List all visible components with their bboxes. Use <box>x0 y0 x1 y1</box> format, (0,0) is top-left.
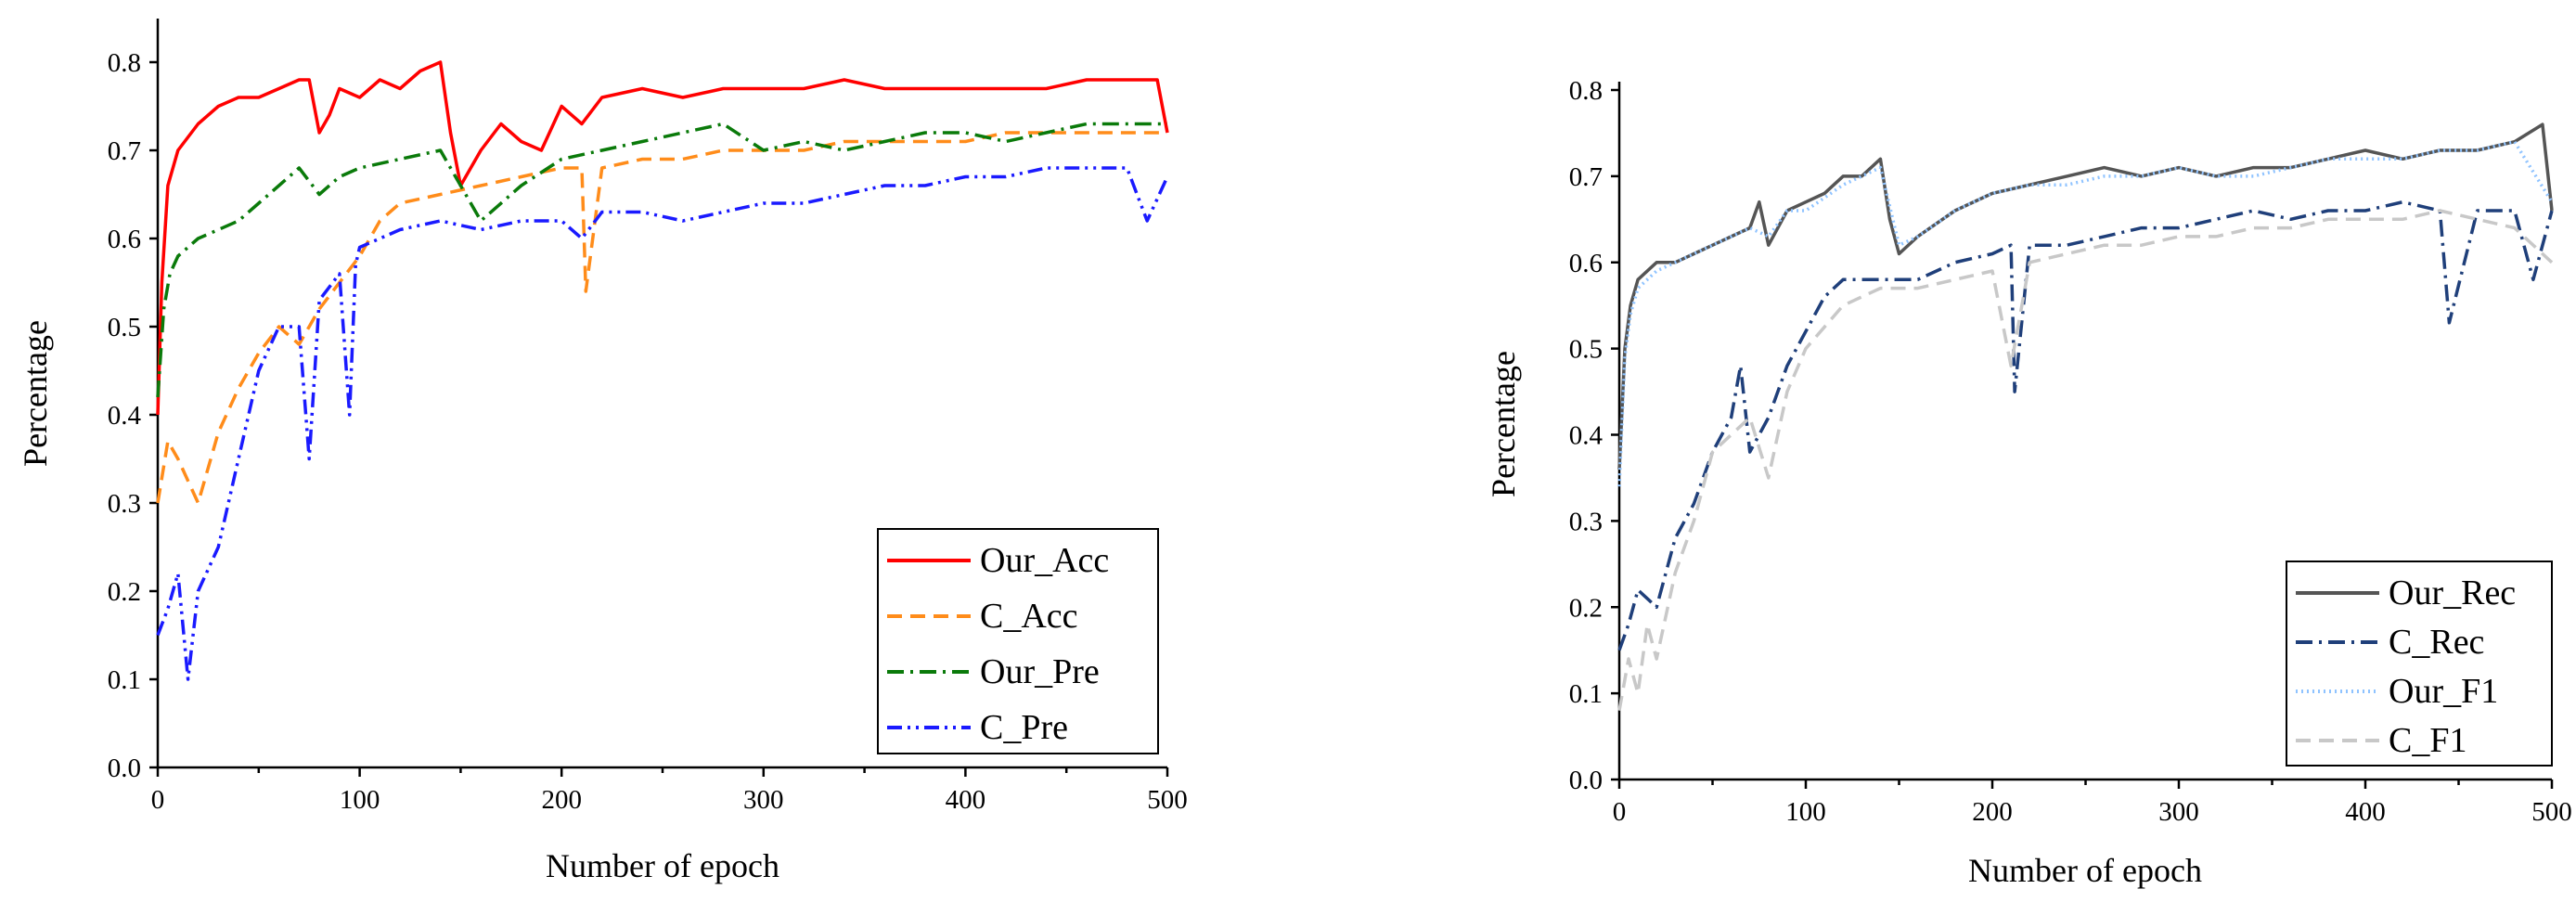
x-tick-label: 0 <box>1613 797 1627 827</box>
legend-box <box>2286 561 2553 767</box>
legend-label-c-rec: C_Rec <box>2389 623 2484 662</box>
x-tick-label: 300 <box>743 785 784 815</box>
y-tick-label: 0.3 <box>108 489 141 519</box>
x-tick-label: 400 <box>2345 797 2386 827</box>
y-tick-label: 0.6 <box>1569 249 1603 278</box>
y-tick-label: 0.8 <box>1569 76 1603 106</box>
y-tick-label: 0.0 <box>108 754 141 783</box>
series-line-c-rec <box>1617 200 2554 651</box>
legend-label-c-acc: C_Acc <box>980 597 1078 636</box>
legend-label-our-rec: Our_Rec <box>2389 573 2516 612</box>
chart-left: 0.0 0.1 0.2 0.3 0.4 0.5 0.6 0.7 0.8 0 100 200 300 400… <box>17 19 1188 884</box>
y-tick-label: 0.4 <box>1569 421 1604 451</box>
x-tick-label: 0 <box>151 785 165 815</box>
x-tick-label: 500 <box>2531 797 2572 827</box>
y-tick-label: 0.2 <box>108 577 141 607</box>
series-line-our-pre <box>156 122 1167 398</box>
legend-box <box>877 528 1159 754</box>
y-tick-label: 0.1 <box>108 665 141 695</box>
chart-right: 0.0 0.1 0.2 0.3 0.4 0.5 0.6 0.7 0.8 0 100 200 300 400… <box>1485 76 2572 889</box>
y-tick-label: 0.6 <box>108 225 141 254</box>
x-tick-label: 200 <box>1972 797 2013 827</box>
series-line-c-f1 <box>1617 209 2554 712</box>
series-line-c-acc <box>156 131 1167 505</box>
y-axis-title: Percentage <box>17 320 54 467</box>
x-tick-label: 500 <box>1147 785 1188 815</box>
series-line-our-f1 <box>1617 139 2554 487</box>
y-tick-label: 0.0 <box>1569 766 1603 795</box>
y-tick-label: 0.4 <box>108 401 142 431</box>
series-line-our-rec <box>1617 122 2554 470</box>
x-axis-title: Number of epoch <box>1968 852 2202 889</box>
x-tick-label: 300 <box>2158 797 2199 827</box>
y-tick-label: 0.3 <box>1569 507 1603 536</box>
legend-label-our-pre: Our_Pre <box>980 652 1100 691</box>
y-tick-label: 0.5 <box>1569 335 1603 365</box>
legend-label-our-f1: Our_F1 <box>2389 672 2498 711</box>
series-line-our-acc <box>156 60 1169 416</box>
y-tick-label: 0.5 <box>108 313 141 342</box>
x-tick-label: 100 <box>340 785 380 815</box>
x-tick-label: 400 <box>946 785 986 815</box>
y-tick-label: 0.7 <box>108 136 141 166</box>
legend-label-c-f1: C_F1 <box>2389 721 2467 760</box>
y-axis-title: Percentage <box>1485 351 1522 497</box>
y-tick-label: 0.2 <box>1569 593 1603 623</box>
series-line-c-pre <box>156 166 1169 681</box>
x-tick-label: 200 <box>541 785 582 815</box>
x-tick-label: 100 <box>1785 797 1826 827</box>
x-axis-title: Number of epoch <box>546 847 779 884</box>
y-tick-label: 0.7 <box>1569 162 1603 192</box>
y-tick-label: 0.1 <box>1569 679 1603 709</box>
y-tick-label: 0.8 <box>108 48 141 78</box>
legend-label-c-pre: C_Pre <box>980 708 1068 747</box>
legend-label-our-acc: Our_Acc <box>980 541 1109 580</box>
